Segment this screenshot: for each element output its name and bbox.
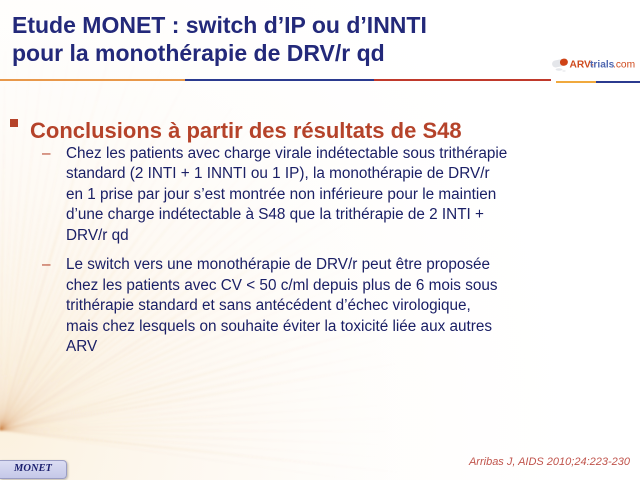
- svg-text:trials: trials: [590, 60, 615, 71]
- svg-text:.com: .com: [613, 60, 635, 71]
